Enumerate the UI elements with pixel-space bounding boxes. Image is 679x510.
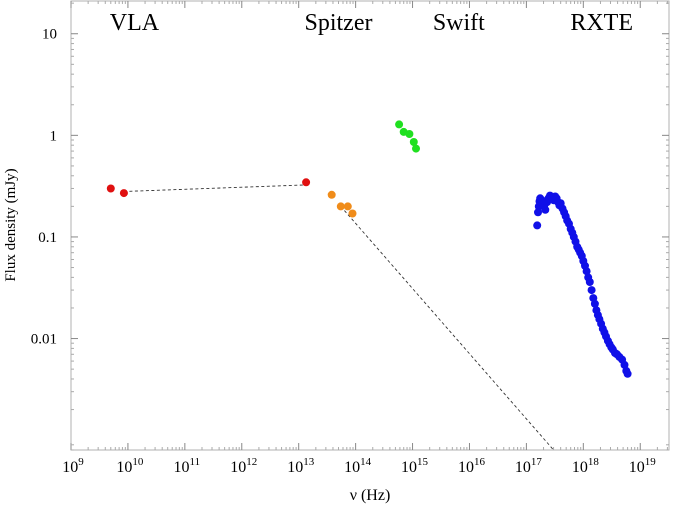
data-point	[582, 267, 591, 276]
data-point	[585, 278, 594, 286]
data-point	[534, 208, 542, 217]
x-tick-label: 1018	[572, 456, 600, 476]
annotation-label: RXTE	[570, 10, 633, 36]
y-tick-label: 0.01	[31, 332, 57, 348]
data-point	[623, 369, 632, 378]
data-point	[587, 286, 596, 295]
x-tick-label: 1011	[174, 456, 201, 476]
data-point	[302, 178, 311, 187]
x-tick-label: 1019	[629, 456, 657, 476]
data-point	[395, 120, 404, 129]
dashed-line	[340, 206, 554, 450]
data-point	[336, 202, 345, 211]
data-point	[409, 138, 418, 146]
data-points	[106, 120, 632, 378]
y-tick-labels: 10 1 0.1 0.01	[31, 27, 57, 348]
annotation-label: Spitzer	[304, 10, 372, 36]
data-point	[348, 209, 357, 218]
x-tick-label: 1010	[116, 456, 144, 476]
y-tick-label: 1	[50, 128, 58, 144]
data-point	[119, 189, 128, 198]
y-tick-label: 0.1	[38, 230, 57, 246]
y-tick-label: 10	[42, 27, 57, 43]
annotation-label: Swift	[433, 10, 485, 36]
x-tick-label: 1013	[287, 456, 315, 476]
axis-ticks	[70, 1, 669, 451]
x-tick-labels: 109 1010 1011 1012 1013 1014 1015 1016 1017 1018 1…	[62, 456, 656, 476]
instrument-annotations: VLA Spitzer Swift RXTE	[110, 10, 633, 36]
data-point	[541, 205, 550, 214]
data-point	[590, 299, 599, 308]
data-point	[620, 360, 629, 369]
plot-frame	[70, 0, 670, 451]
x-tick-label: 1012	[230, 456, 257, 476]
data-point	[106, 184, 115, 193]
data-point	[533, 221, 542, 230]
data-point	[412, 144, 420, 153]
dashed-line	[123, 184, 307, 192]
data-point	[343, 202, 352, 211]
x-tick-label: 109	[62, 456, 84, 476]
x-axis-label: ν (Hz)	[350, 487, 391, 504]
data-point	[327, 190, 336, 199]
data-point	[405, 130, 414, 138]
x-tick-label: 1017	[515, 456, 543, 476]
annotation-label: VLA	[110, 10, 160, 36]
y-axis-label: Flux density (mJy)	[3, 168, 19, 281]
x-tick-label: 1015	[401, 456, 429, 476]
x-tick-label: 1014	[344, 456, 372, 476]
dashed-lines	[123, 184, 554, 450]
x-tick-label: 1016	[458, 456, 486, 476]
